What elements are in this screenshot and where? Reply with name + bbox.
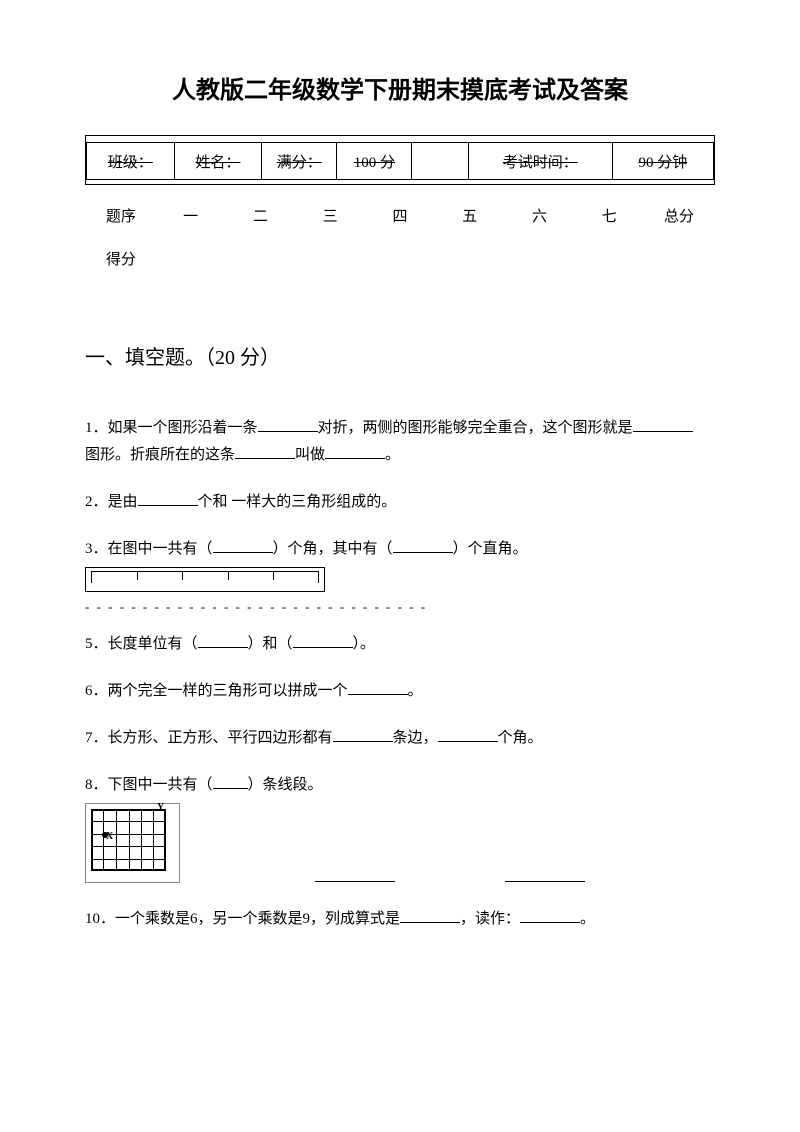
question-4-obscured: - - - - - - - - - - - - - - - - - - - - … [85, 594, 715, 619]
q3-text-b: ）个角，其中有（ [273, 541, 393, 557]
section-title: 一、填空题。（20 分） [85, 341, 715, 370]
header-cell: 六 [506, 195, 574, 236]
question-7: 7．长方形、正方形、平行四边形都有 条边， 个角。 [85, 725, 715, 752]
question-6: 6．两个完全一样的三角形可以拼成一个 。 [85, 678, 715, 705]
spacer-cell [412, 143, 468, 179]
header-cell: 总分 [645, 195, 713, 236]
q8-text-a: 8．下图中一共有（ [85, 777, 213, 793]
class-label: 班级： [87, 143, 175, 179]
fullscore-label: 满分： [262, 143, 337, 179]
q8-text-b: ）条线段。 [248, 777, 323, 793]
examtime-value: 90 分钟 [613, 143, 713, 179]
blank[interactable] [138, 490, 198, 506]
q1-text-c: 图形。折痕所在的这条 [85, 447, 235, 463]
q7-text-b: 条边， [393, 730, 438, 746]
q7-text-c: 个角。 [498, 730, 543, 746]
blank[interactable] [213, 537, 273, 553]
page-title: 人教版二年级数学下册期末摸底考试及答案 [85, 70, 715, 105]
grid-label-x: X [106, 831, 113, 842]
score-table: 题序 一 二 三 四 五 六 七 总分 得分 [85, 193, 715, 281]
question-1: 1．如果一个图形沿着一条 对折，两侧的图形能够完全重合，这个图形就是 图形。折痕所… [85, 415, 715, 469]
q3-text-a: 3．在图中一共有（ [85, 541, 213, 557]
blank[interactable] [198, 632, 248, 648]
q5-text-b: ）和（ [248, 636, 293, 652]
blank[interactable] [333, 726, 393, 742]
blank[interactable] [213, 773, 248, 789]
blank[interactable] [325, 443, 385, 459]
header-cell: 一 [157, 195, 225, 236]
q10-text-b: ，读作： [460, 911, 520, 927]
blank[interactable] [235, 443, 295, 459]
header-cell: 七 [575, 195, 643, 236]
table-row: 题序 一 二 三 四 五 六 七 总分 [87, 195, 713, 236]
blank[interactable] [315, 866, 395, 882]
ruler-image [85, 567, 325, 592]
q2-text-a: 2．是由 [85, 494, 138, 510]
grid-label-y: Y [157, 802, 164, 813]
q1-text-b: 对折，两侧的图形能够完全重合，这个图形就是 [318, 420, 633, 436]
q4-dashes: - - - - - - - - - - - - - - - - - - - - … [85, 599, 427, 615]
q6-text-a: 6．两个完全一样的三角形可以拼成一个 [85, 683, 348, 699]
examtime-label: 考试时间： [469, 143, 613, 179]
q2-text-b: 个和 一样大的三角形组成的。 [198, 494, 397, 510]
question-5: 5．长度单位有（ ）和（ ）。 [85, 631, 715, 658]
blank[interactable] [438, 726, 498, 742]
score-label: 得分 [87, 238, 155, 279]
fullscore-value: 100 分 [337, 143, 412, 179]
header-cell: 五 [436, 195, 504, 236]
q1-text-d: 叫做 [295, 447, 325, 463]
header-cell: 题序 [87, 195, 155, 236]
header-cell: 四 [366, 195, 434, 236]
q10-text-c: 。 [580, 911, 595, 927]
question-10: 10．一个乘数是6，另一个乘数是9，列成算式是 ，读作： 。 [85, 906, 715, 933]
question-3: 3．在图中一共有（ ）个角，其中有（ ）个直角。 [85, 536, 715, 563]
q10-text-a: 10．一个乘数是6，另一个乘数是9，列成算式是 [85, 911, 400, 927]
name-label: 姓名： [175, 143, 263, 179]
info-box: 班级： 姓名： 满分： 100 分 考试时间： 90 分钟 [85, 135, 715, 185]
q5-text-a: 5．长度单位有（ [85, 636, 198, 652]
question-2: 2．是由 个和 一样大的三角形组成的。 [85, 489, 715, 516]
q3-text-c: ）个直角。 [453, 541, 528, 557]
header-cell: 二 [227, 195, 295, 236]
q6-text-b: 。 [408, 683, 423, 699]
blank[interactable] [258, 416, 318, 432]
blank[interactable] [520, 907, 580, 923]
blank[interactable] [348, 679, 408, 695]
grid-image: X Y [85, 803, 180, 883]
q1-text-a: 1．如果一个图形沿着一条 [85, 420, 258, 436]
question-8: 8．下图中一共有（ ）条线段。 [85, 772, 715, 799]
blank[interactable] [393, 537, 453, 553]
q7-text-a: 7．长方形、正方形、平行四边形都有 [85, 730, 333, 746]
table-row: 得分 [87, 238, 713, 279]
blank[interactable] [633, 416, 693, 432]
blank[interactable] [293, 632, 353, 648]
header-cell: 三 [296, 195, 364, 236]
q1-text-e: 。 [385, 447, 400, 463]
q5-text-c: ）。 [353, 636, 376, 652]
blank[interactable] [400, 907, 460, 923]
blank[interactable] [505, 866, 585, 882]
